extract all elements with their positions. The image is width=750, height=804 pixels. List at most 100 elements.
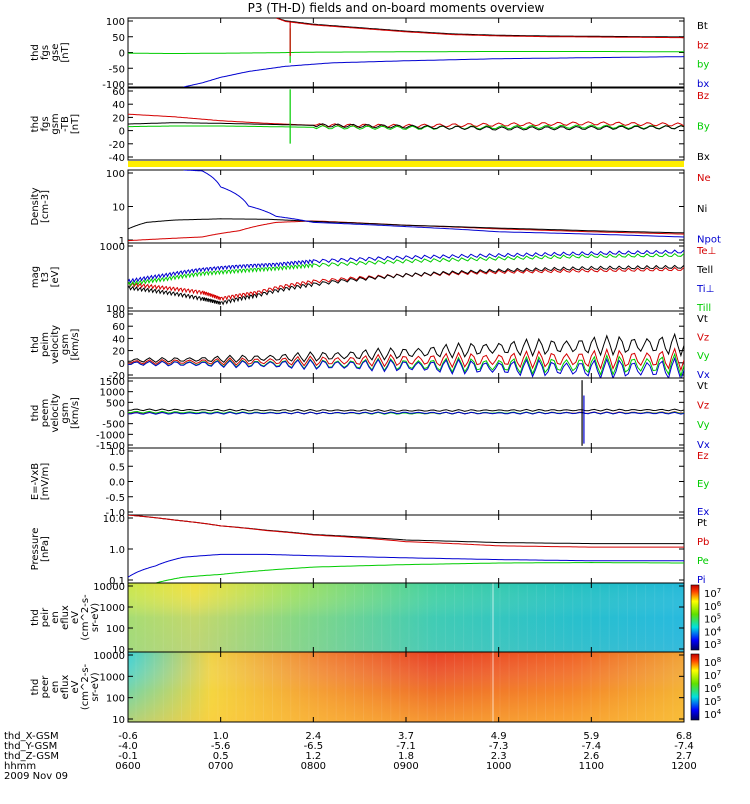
y-axis-label: thd [30, 609, 41, 626]
panel-mom-temp: 1000 100 mag t3 [eV] Te⊥ Tell Ti⊥ Till [30, 242, 716, 315]
footer-tick-value: 2.4 [305, 731, 321, 742]
y-tick-label: 10 [112, 715, 125, 726]
legend-entry: Bz [697, 91, 709, 102]
series-line-Vx [128, 411, 684, 415]
colorbar-tick-label: 105 [704, 695, 721, 708]
spectrogram-shading [128, 583, 684, 652]
y-axis-label: velocity [50, 393, 61, 432]
footer-tick-value: -7.4 [582, 741, 602, 752]
series-line-Vt [128, 332, 684, 363]
y-axis-label: gsm [60, 334, 71, 355]
legend-entry: Vy [697, 420, 710, 431]
y-tick-label: 100 [106, 304, 125, 315]
series-line-Vt [128, 408, 684, 412]
colorbar-tick-label: 105 [704, 613, 721, 626]
y-axis-label: eflux [60, 675, 71, 700]
colorbar-tick-label: 107 [704, 669, 721, 682]
legend-entry: Pt [697, 518, 707, 529]
footer-tick-value: 2.3 [491, 751, 507, 762]
y-axis-label: eV [70, 680, 81, 693]
legend-entry: Vt [697, 381, 708, 392]
series-line-Te⊥ [128, 266, 684, 302]
footer-tick-value: -6.5 [304, 741, 324, 752]
y-tick-label: -50 [109, 64, 125, 75]
series-line-bz [276, 18, 684, 39]
footer-row-label: hhmm [4, 761, 36, 772]
legend-entry: Ti⊥ [696, 284, 714, 295]
series-line-Pe [155, 561, 684, 583]
legend-entry: bx [697, 79, 709, 90]
y-axis-label: peer [40, 675, 51, 699]
plot-title: P3 (TH-D) fields and on-board moments ov… [248, 1, 545, 15]
y-axis-label: sr-eV) [90, 672, 101, 701]
panel-pressure: 10.0 1.0 0.1 Pressure [nPa] Pt Pb Pe Pi [30, 514, 709, 587]
footer-tick-value: 5.9 [583, 731, 599, 742]
legend-entry: bz [697, 40, 709, 51]
y-tick-label: -1500 [96, 441, 125, 452]
series-line-Vx [128, 356, 684, 378]
footer-tick-value: -0.6 [118, 731, 138, 742]
y-axis-label: thd [30, 679, 41, 696]
series-line-Bt [276, 18, 684, 38]
y-tick-label: 1.0 [109, 545, 125, 556]
series-group [128, 18, 684, 87]
footer-tick-value: -4.0 [118, 741, 138, 752]
y-tick-label: -0.5 [105, 493, 125, 504]
series-line-Till [128, 252, 684, 287]
legend-entry: Vz [697, 333, 709, 344]
y-axis-label: thd [30, 336, 41, 353]
legend-entry: Ex [697, 507, 709, 518]
series-line-Pi [128, 553, 684, 578]
y-tick-label: 0 [119, 409, 125, 420]
y-tick-label: 20 [112, 113, 125, 124]
y-tick-label: 1000 [100, 603, 125, 614]
footer-tick-value: 1.0 [213, 731, 229, 742]
panel-fgs-gsm-tb: 60 40 20 0 -20 -40 thd fgs gsm -TB [nT] Bz By Bx [30, 87, 710, 164]
colorbar [690, 584, 700, 651]
y-tick-label: 60 [112, 87, 125, 98]
y-axis-label: thd [30, 405, 41, 422]
series-group [128, 332, 684, 378]
series-line-Ne [128, 220, 684, 242]
series-line-bx [183, 56, 684, 87]
colorbar-tick-label: 104 [704, 708, 722, 721]
y-axis-label: peim [40, 332, 51, 357]
legend-entry: Pe [697, 556, 709, 567]
series-group [128, 170, 684, 242]
y-tick-label: -500 [102, 420, 125, 431]
colorbar-tick-label: 104 [704, 625, 722, 638]
y-axis-label: t3 [40, 272, 51, 282]
colorbar [690, 653, 700, 721]
series-line-Bx [128, 122, 684, 131]
y-tick-label: 40 [112, 334, 125, 345]
legend-entry: Ez [697, 451, 709, 462]
footer-tick-value: 3.7 [398, 731, 414, 742]
footer-tick-value: 0800 [301, 761, 326, 772]
footer-tick-value: 1.8 [398, 751, 414, 762]
y-axis-label: [nT] [60, 42, 71, 62]
footer-row-label: thd_Z-GSM [4, 751, 59, 762]
y-tick-label: 80 [112, 310, 125, 321]
y-axis-label: thd [30, 44, 41, 61]
legend-entry: Vx [697, 440, 710, 451]
y-tick-label: 20 [112, 347, 125, 358]
series-line-Ni [128, 218, 684, 234]
y-axis-label: [mV/m] [40, 463, 51, 501]
y-axis-label: fgs [40, 45, 51, 60]
y-tick-label: 10.0 [103, 514, 125, 525]
y-axis-label: [cm-3] [40, 190, 51, 223]
y-tick-label: -1.0 [105, 508, 125, 519]
series-line-by [128, 51, 684, 54]
panel-exb: 1.0 0.5 0.0 -0.5 -1.0 E=-VxB [mV/m] Ez Ey Ex [30, 447, 709, 519]
series-line-Vz [128, 347, 684, 372]
series-line-Ti⊥ [128, 249, 684, 284]
y-axis-label: gsm [50, 113, 61, 134]
y-tick-label: -40 [109, 153, 125, 164]
series-line-Tell [128, 264, 684, 306]
footer-tick-value: 1.2 [305, 751, 321, 762]
y-axis-label: -TB [60, 116, 71, 132]
